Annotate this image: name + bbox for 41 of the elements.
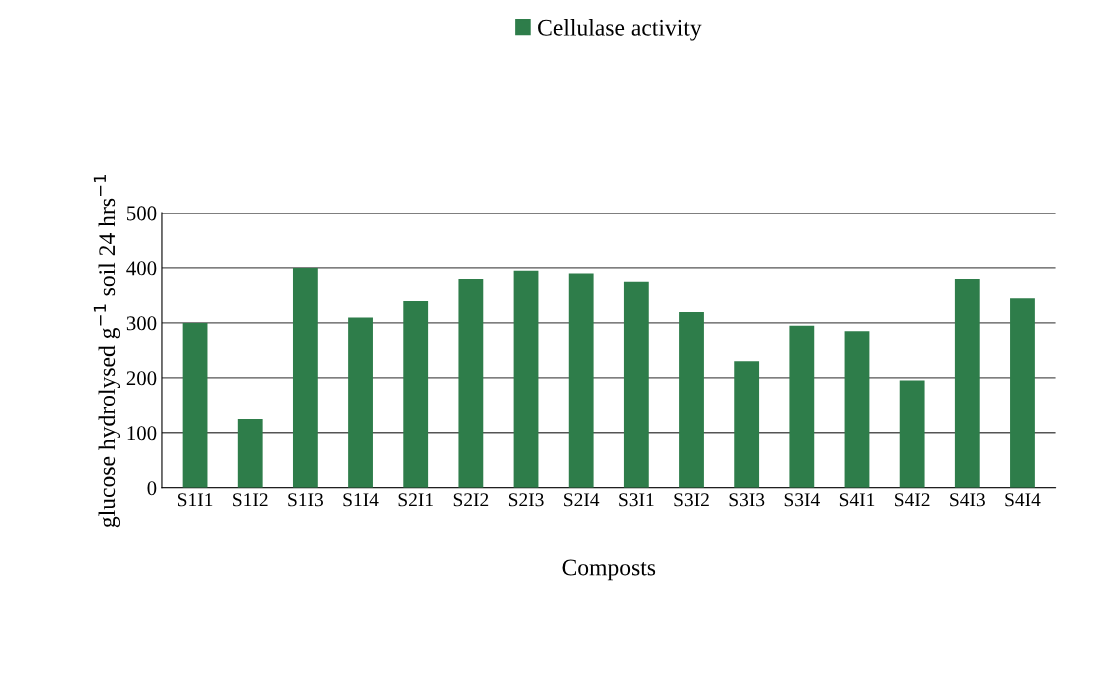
y-tick-label: 300 [126,316,157,331]
x-tick-label: S4I1 [839,493,875,507]
y-tick-label: 400 [126,261,157,276]
x-tick-label: S3I4 [784,493,820,507]
x-tick-label: S2I1 [398,493,433,507]
x-tick-label: S4I3 [950,493,985,507]
y-axis-title: glucose hydrolysed g$^{−1}$ soil 24 hrs$^{−1}$ [93,174,121,528]
x-tick-label: S2I4 [564,493,600,507]
bar [844,331,870,488]
bar [458,278,484,488]
bar [954,278,980,488]
x-tick-label: S1I3 [288,493,323,507]
x-tick-label: S1I2 [233,493,268,507]
bar [623,281,649,488]
x-tick-label: S3I3 [729,493,765,507]
bar [1010,298,1035,488]
x-axis-title: Composts [562,559,656,581]
x-tick-label: S2I3 [508,493,544,507]
bar [237,419,263,488]
x-tick-label: S1I4 [343,493,379,507]
bar [513,270,539,488]
bar [348,317,373,488]
x-tick-label: S4I4 [1005,493,1041,507]
bar [899,380,925,488]
y-tick-label: 200 [126,371,157,386]
bar [734,361,760,488]
bar [403,300,429,488]
legend-label: Cellulase activity [538,19,702,41]
bar [292,267,318,488]
bar [679,311,704,488]
y-tick-label: 0 [147,481,157,496]
y-tick-label: 500 [127,206,157,221]
x-tick-label: S3I1 [619,493,654,507]
x-tick-label: S2I2 [453,493,489,507]
x-tick-label: S4I2 [895,493,930,507]
x-tick-label: S1I1 [178,493,213,507]
y-tick-label: 100 [127,426,157,441]
bar [182,322,208,488]
x-tick-label: S3I2 [674,493,709,507]
bar [789,325,815,488]
bar [568,273,594,488]
